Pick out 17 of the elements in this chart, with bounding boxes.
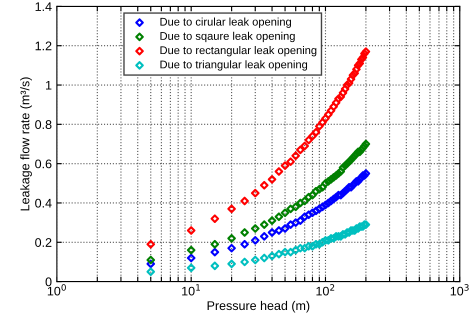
y-tick-label: 0.4 <box>35 198 52 208</box>
x-tick-label: 10$^{2}$ <box>316 284 334 296</box>
legend-label: Due to triangular leak opening <box>160 60 308 71</box>
y-tick-label: 0.6 <box>35 159 52 168</box>
y-tick-label: 1 <box>46 80 52 90</box>
y-tick-label: 0 <box>46 277 52 286</box>
y-tick-label: 1.4 <box>36 2 52 11</box>
y-tick-label: 1.2 <box>36 42 52 50</box>
y-axis-title: Leakage flow rate (m³/s) <box>20 77 32 210</box>
y-tick-label: 0.8 <box>35 120 52 129</box>
legend-label: Due to cirular leak opening <box>160 18 291 28</box>
legend-label: Due to sqaure leak opening <box>160 32 295 42</box>
x-axis-title: Pressure head (m) <box>208 300 310 313</box>
legend-label: Due to rectangular leak opening <box>160 46 316 56</box>
x-tick-label: 10$^{3}$ <box>450 284 469 296</box>
y-tick-label: 0.2 <box>35 238 52 247</box>
x-tick-label: 10$^{1}$ <box>182 284 200 296</box>
